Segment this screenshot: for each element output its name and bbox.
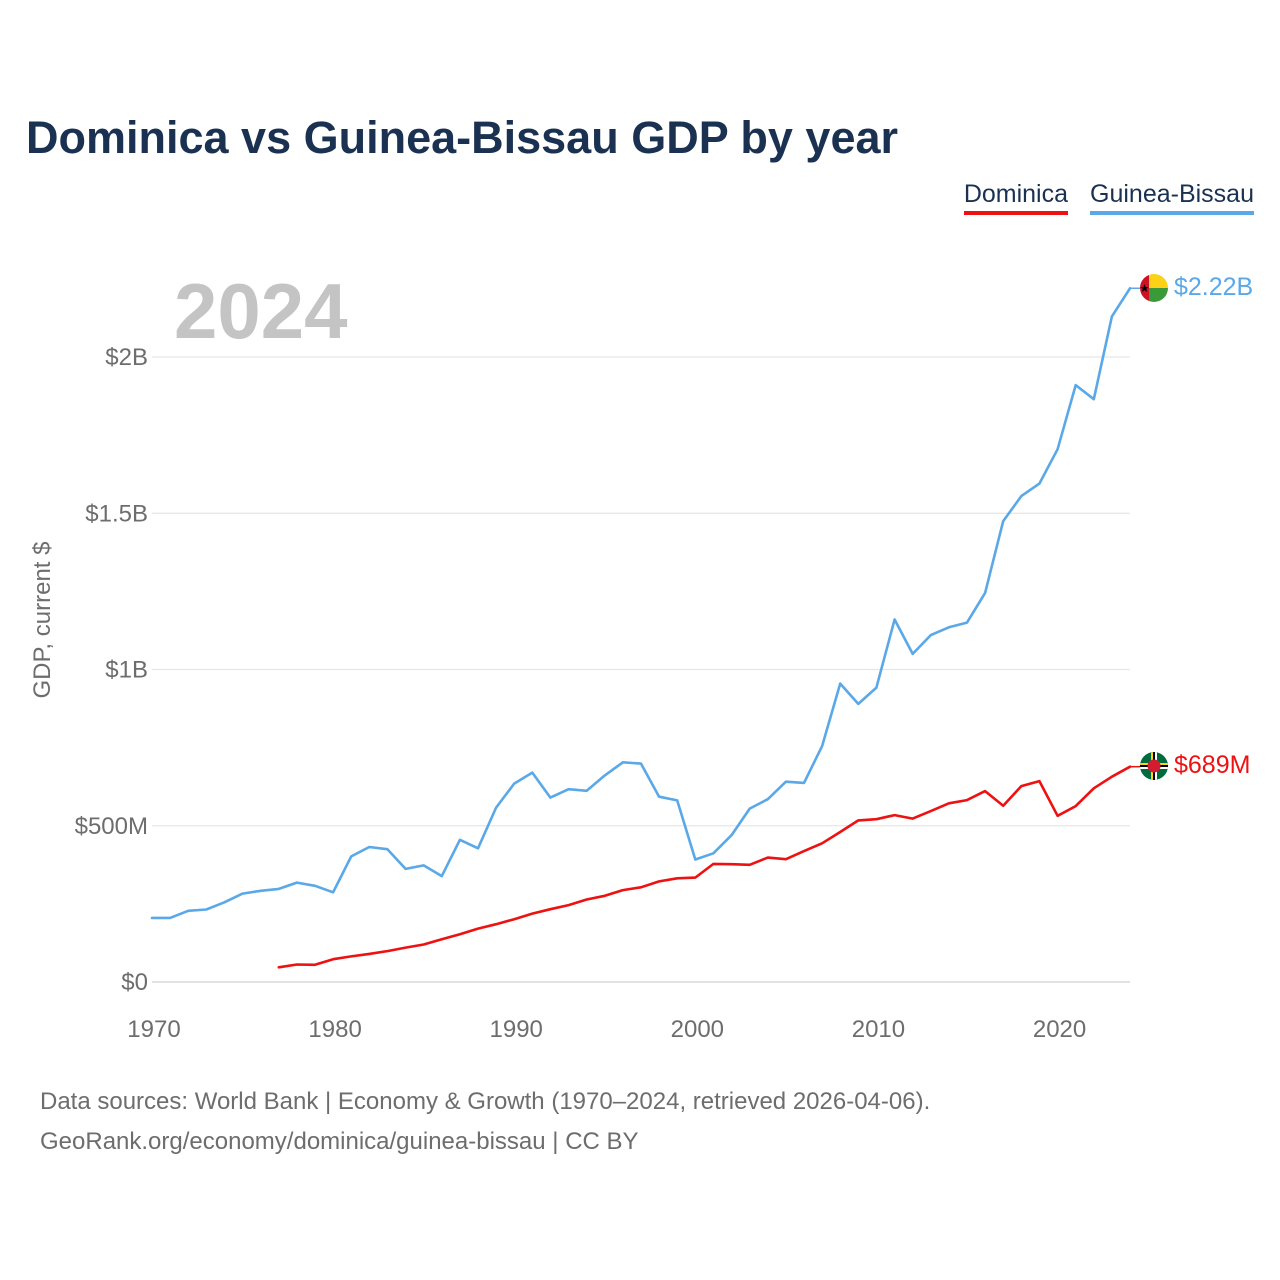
- y-tick-label: $0: [121, 969, 148, 996]
- dominica-end-label: $689M: [1174, 751, 1250, 779]
- series-line-guinea-bissau[interactable]: [150, 286, 1132, 920]
- year-watermark: 2024: [174, 267, 348, 355]
- dominica-flag-icon: [1140, 752, 1168, 780]
- x-tick-label: 1980: [308, 1016, 361, 1043]
- y-axis-label: GDP, current $: [29, 542, 56, 699]
- x-tick-label: 1990: [490, 1016, 543, 1043]
- x-axis-ticks: 1970 1980 1990 2000 2010 2020: [127, 1016, 1086, 1043]
- footer: Data sources: World Bank | Economy & Gro…: [40, 1082, 930, 1162]
- y-tick-label: $1B: [105, 657, 148, 684]
- chart-title: Dominica vs Guinea-Bissau GDP by year: [26, 112, 899, 163]
- data-source-note: Data sources: World Bank | Economy & Gro…: [40, 1088, 931, 1115]
- x-tick-label: 2010: [852, 1016, 905, 1043]
- legend-item-guinea-bissau[interactable]: Guinea-Bissau: [1090, 180, 1254, 215]
- y-axis-ticks: $0 $500M $1B $1.5B $2B: [75, 344, 148, 996]
- guinea-bissau-flag-icon: [1140, 274, 1168, 302]
- series-line-dominica[interactable]: [277, 765, 1132, 969]
- x-tick-label: 2000: [671, 1016, 724, 1043]
- legend: Dominica Guinea-Bissau: [963, 180, 1254, 215]
- attribution-link[interactable]: GeoRank.org/economy/dominica/guinea-biss…: [40, 1128, 639, 1155]
- gdp-line-chart: 2024 $0 $500M $1B $1.5B $2B 1970 1980 1990 2000…: [29, 267, 1253, 1043]
- legend-item-dominica[interactable]: Dominica: [963, 180, 1069, 215]
- y-tick-label: $500M: [75, 813, 148, 840]
- y-tick-label: $1.5B: [85, 500, 148, 527]
- grid-lines: [152, 356, 1130, 983]
- x-tick-label: 2020: [1033, 1016, 1086, 1043]
- x-tick-label: 1970: [127, 1016, 180, 1043]
- y-tick-label: $2B: [105, 344, 148, 371]
- guinea-bissau-end-label: $2.22B: [1174, 273, 1253, 301]
- series-lines: [150, 286, 1140, 969]
